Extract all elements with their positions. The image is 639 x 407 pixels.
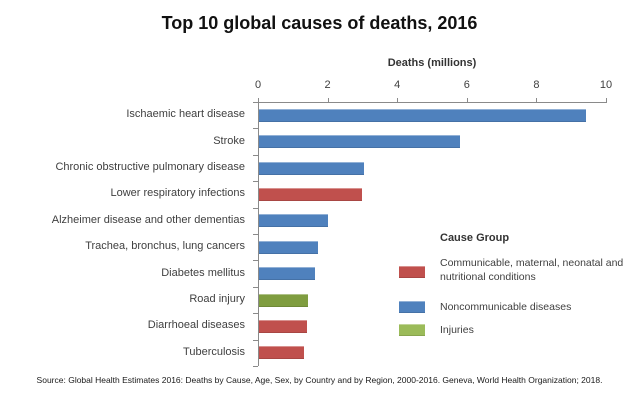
bar <box>259 135 460 149</box>
x-axis-title: Deaths (millions) <box>387 57 477 69</box>
y-tick-mark <box>253 234 258 235</box>
bar <box>259 240 319 254</box>
x-tick-mark <box>466 98 468 103</box>
legend-title: Cause Group <box>440 232 510 244</box>
bar <box>259 161 365 175</box>
x-tick-mark <box>397 98 399 103</box>
legend-swatch-injuries <box>399 324 425 336</box>
y-tick-mark <box>253 339 258 341</box>
category-label: Tuberculosis <box>183 345 245 358</box>
category-label: Ischaemic heart disease <box>126 108 245 121</box>
legend-label-communicable: Communicable, maternal, neonatal and nut… <box>440 257 624 283</box>
y-tick-mark <box>253 207 258 209</box>
y-tick-mark <box>253 154 258 156</box>
y-tick-mark <box>253 286 258 288</box>
y-tick-mark <box>253 260 258 262</box>
bar <box>259 108 587 122</box>
x-axis-line <box>258 102 606 103</box>
x-tick-label: 8 <box>533 79 540 91</box>
bar <box>259 267 315 281</box>
y-tick-mark <box>253 313 258 315</box>
chart-title: Top 10 global causes of deaths, 2016 <box>161 13 478 33</box>
x-tick-mark <box>327 98 329 103</box>
bar <box>259 346 304 360</box>
x-tick-label: 0 <box>254 79 262 91</box>
category-label: Lower respiratory infections <box>110 187 245 200</box>
source-note: Source: Global Health Estimates 2016: De… <box>36 375 603 385</box>
legend-label-injuries: Injuries <box>440 324 474 336</box>
category-label: Alzheimer disease and other dementias <box>51 213 245 226</box>
legend-swatch-communicable <box>399 266 425 278</box>
category-label: Chronic obstructive pulmonary disease <box>55 161 245 173</box>
y-tick-mark <box>253 128 258 130</box>
y-tick-mark <box>253 181 258 183</box>
y-tick-mark <box>253 366 258 367</box>
category-label: Diarrhoeal diseases <box>147 319 245 332</box>
x-tick-mark <box>606 98 607 103</box>
category-label: Trachea, bronchus, lung cancers <box>85 240 245 253</box>
x-tick-label: 6 <box>463 79 470 91</box>
x-tick-label: 10 <box>599 79 613 91</box>
bar <box>259 319 308 333</box>
bar <box>259 187 362 201</box>
x-tick-mark <box>536 98 538 103</box>
legend-swatch-noncommunicable <box>399 301 425 313</box>
y-axis-line <box>258 102 259 366</box>
x-tick-label: 4 <box>394 79 401 91</box>
category-label: Diabetes mellitus <box>161 266 245 279</box>
legend-label-noncommunicable: Noncommunicable diseases <box>440 301 572 313</box>
category-label: Stroke <box>213 134 245 147</box>
x-tick-mark <box>258 98 259 103</box>
y-tick-mark <box>253 102 258 103</box>
x-tick-label: 2 <box>324 79 331 91</box>
category-label: Road injury <box>189 293 245 305</box>
bar <box>259 293 308 307</box>
bar <box>259 214 329 228</box>
